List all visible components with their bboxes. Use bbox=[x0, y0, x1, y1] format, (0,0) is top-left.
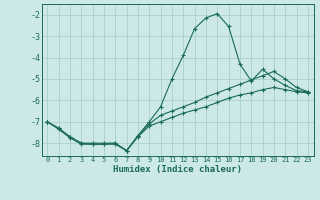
X-axis label: Humidex (Indice chaleur): Humidex (Indice chaleur) bbox=[113, 165, 242, 174]
